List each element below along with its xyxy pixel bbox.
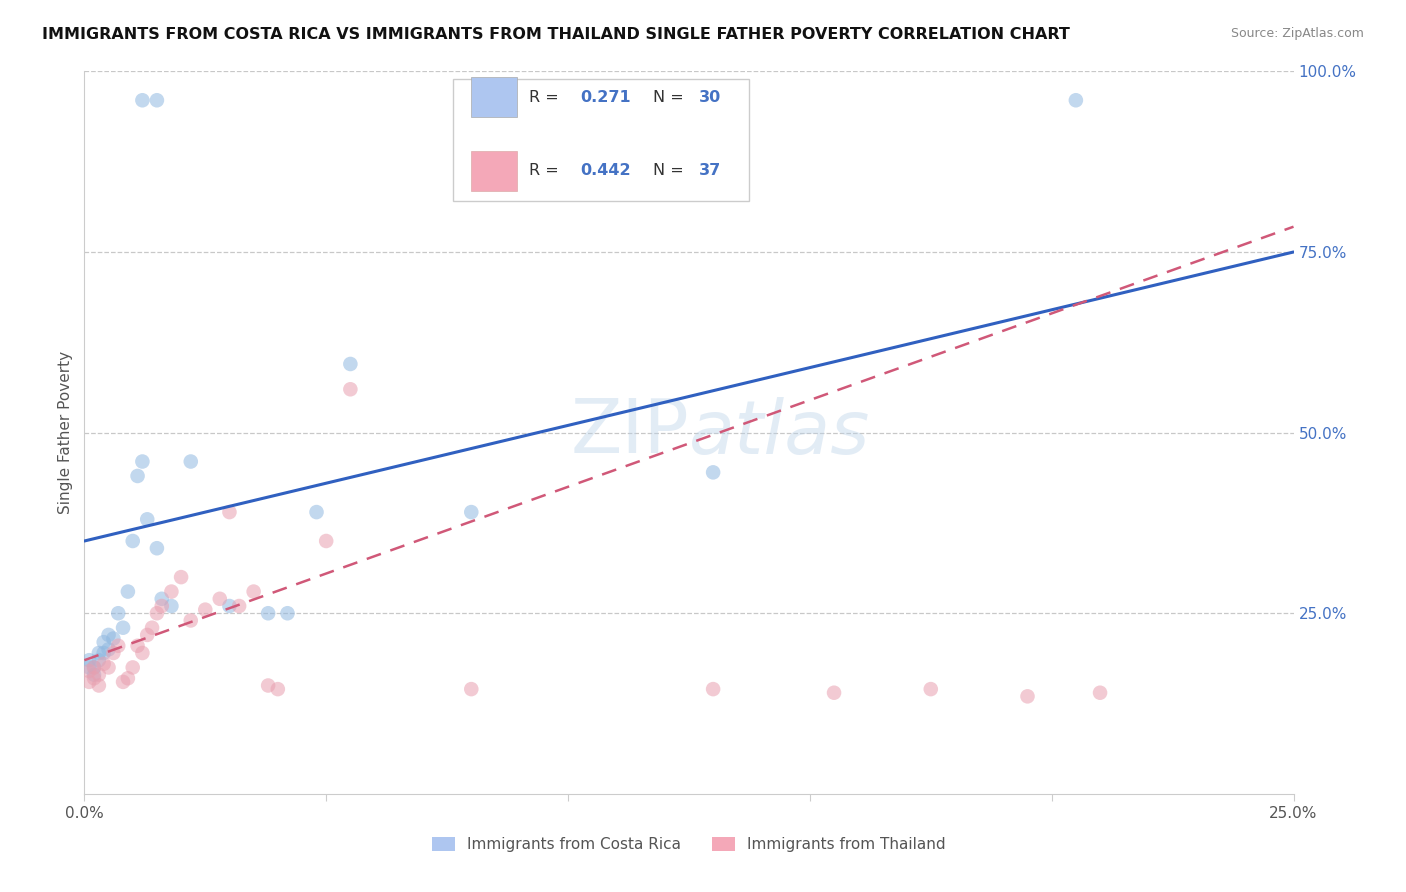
Point xyxy=(131,646,153,660)
Point xyxy=(460,682,482,697)
Point xyxy=(194,602,217,616)
Text: N =: N = xyxy=(652,89,683,104)
Point xyxy=(146,93,169,107)
Text: 30: 30 xyxy=(699,89,721,104)
Point xyxy=(103,632,125,646)
Point xyxy=(87,678,110,692)
Point xyxy=(121,533,143,548)
Point xyxy=(83,660,105,674)
Point xyxy=(93,646,115,660)
Point xyxy=(136,628,159,642)
Text: R =: R = xyxy=(529,163,560,178)
Point xyxy=(93,635,115,649)
Point xyxy=(160,584,183,599)
Point xyxy=(160,599,183,613)
Point xyxy=(117,671,139,685)
Point xyxy=(180,454,202,468)
Point xyxy=(83,671,105,685)
FancyBboxPatch shape xyxy=(453,78,749,202)
Point xyxy=(180,614,202,628)
Point xyxy=(87,667,110,681)
Text: IMMIGRANTS FROM COSTA RICA VS IMMIGRANTS FROM THAILAND SINGLE FATHER POVERTY COR: IMMIGRANTS FROM COSTA RICA VS IMMIGRANTS… xyxy=(42,27,1070,42)
Point xyxy=(823,686,845,700)
Point xyxy=(1064,93,1087,107)
Point xyxy=(131,454,153,468)
Point xyxy=(257,607,280,621)
Point xyxy=(146,607,169,621)
Point xyxy=(208,591,231,606)
Text: atlas: atlas xyxy=(689,397,870,468)
Text: Source: ZipAtlas.com: Source: ZipAtlas.com xyxy=(1230,27,1364,40)
Point xyxy=(141,621,163,635)
Point xyxy=(107,639,129,653)
Point xyxy=(77,674,100,689)
Point xyxy=(117,584,139,599)
Point xyxy=(228,599,250,613)
Point xyxy=(93,657,115,671)
Point xyxy=(127,469,149,483)
Point xyxy=(267,682,290,697)
Point xyxy=(77,660,100,674)
Point xyxy=(242,584,264,599)
Point xyxy=(121,660,143,674)
Point xyxy=(83,660,105,674)
Point xyxy=(150,599,173,613)
Point xyxy=(150,591,173,606)
Point xyxy=(83,667,105,681)
Text: 37: 37 xyxy=(699,163,721,178)
Point xyxy=(702,466,724,480)
Point xyxy=(136,512,159,526)
Point xyxy=(920,682,942,697)
Point xyxy=(77,653,100,667)
Text: 0.442: 0.442 xyxy=(581,163,631,178)
Point xyxy=(131,93,153,107)
Point xyxy=(339,382,361,396)
Point xyxy=(112,621,135,635)
Point xyxy=(112,674,135,689)
Point xyxy=(702,682,724,697)
Point xyxy=(305,505,328,519)
Y-axis label: Single Father Poverty: Single Father Poverty xyxy=(58,351,73,514)
Point xyxy=(97,642,120,657)
Point xyxy=(218,505,240,519)
Text: ZIP: ZIP xyxy=(571,396,689,469)
Legend: Immigrants from Costa Rica, Immigrants from Thailand: Immigrants from Costa Rica, Immigrants f… xyxy=(426,831,952,858)
Point xyxy=(460,505,482,519)
Point xyxy=(1017,690,1039,704)
Point xyxy=(77,664,100,678)
FancyBboxPatch shape xyxy=(471,77,517,117)
Point xyxy=(87,646,110,660)
Point xyxy=(257,678,280,692)
Point xyxy=(107,607,129,621)
Point xyxy=(1088,686,1111,700)
Point xyxy=(218,599,240,613)
Point xyxy=(87,653,110,667)
Text: R =: R = xyxy=(529,89,560,104)
Point xyxy=(146,541,169,556)
Text: N =: N = xyxy=(652,163,683,178)
Point xyxy=(276,607,298,621)
FancyBboxPatch shape xyxy=(471,151,517,191)
Point xyxy=(97,628,120,642)
Point xyxy=(315,533,337,548)
Point xyxy=(170,570,193,584)
Point xyxy=(103,646,125,660)
Point xyxy=(97,660,120,674)
Point xyxy=(127,639,149,653)
Point xyxy=(339,357,361,371)
Text: 0.271: 0.271 xyxy=(581,89,631,104)
